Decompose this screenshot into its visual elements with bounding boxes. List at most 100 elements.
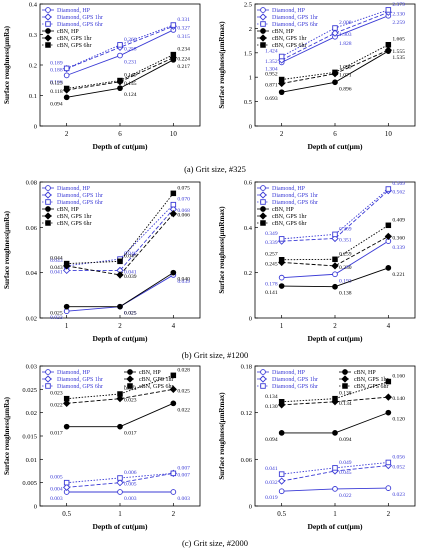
legend-label: cBN, GPS 1hr [272,36,307,42]
series-5: 0.134 0.138 0.160 [265,374,405,405]
data-label: 0.022 [50,402,63,408]
data-point [260,7,266,13]
data-point [332,25,338,31]
data-point [45,28,51,34]
y-tick-label: 0 [249,316,252,323]
data-label: 0.025 [50,311,63,317]
legend-label: cBN, GPS 1hr [57,36,92,42]
series-5: 0.044 0.045 0.075 [50,185,190,267]
y-tick-label: 0 [34,124,37,131]
x-tick-label: 0.5 [62,510,71,518]
data-label: 0.189 [50,60,63,66]
data-label: 0.022 [177,407,190,413]
data-point [63,266,71,275]
x-tick-label: 10 [385,130,393,138]
data-label: 0.046 [124,251,137,257]
data-label: 0.004 [50,486,63,492]
legend-label: Diamond, GPS 1hr [272,193,318,199]
legend-label: Diamond, HP [57,8,91,14]
data-label: 0.140 [392,396,405,402]
legend-label: cBN, HP [57,207,79,213]
data-point [170,22,177,28]
data-label: 1.555 [392,49,405,55]
data-point [278,283,285,289]
y-tick-label: 0.02 [26,316,37,323]
legend-label: cBN, GPS 6hr [272,221,307,227]
series-0: 0.003 0.003 0.003 [50,489,190,502]
data-point [117,42,123,48]
data-point [259,34,267,42]
data-point [44,375,52,383]
legend-label: Diamond, GPS 6hr [272,200,318,206]
data-point [384,393,392,401]
legend-label: Diamond, HP [272,370,306,376]
data-point [385,459,392,466]
chart-rmax-grit-2000: 0 0.06 0.12 0.18 0.5 1 2 Depth of cut(μm) Surfac… [218,364,416,531]
legend-label: Diamond, GPS 6hr [272,384,318,390]
data-point [170,489,177,495]
data-point [45,21,51,27]
data-point [117,77,123,84]
legend-label: cBN, GPS 1hr [57,214,92,220]
data-point [45,185,51,191]
data-label: 1.535 [392,55,405,61]
caption-prefix: (a) Grit size, [184,164,229,174]
data-point [332,69,338,76]
data-point [260,21,266,27]
y-tick-label: 0.1 [29,93,37,100]
x-tick-label: 1 [333,510,337,518]
legend-label: Diamond, GPS 1hr [57,377,103,383]
data-label: 1.424 [265,49,278,55]
data-label: 0.043 [50,258,63,264]
legend-label: cBN, HP [139,370,161,376]
data-label: 0.339 [392,245,405,251]
series-3: 0.017 0.017 0.022 [50,400,190,437]
data-label: 2.008 [339,20,352,26]
series-line [281,188,389,240]
data-point [63,479,70,486]
caption-grit-value: #1200 [227,350,249,360]
data-point [170,51,177,58]
legend-label: cBN, HP [272,207,294,213]
data-label: 0.094 [50,101,63,107]
data-point [260,42,266,48]
legend-label: Diamond, HP [57,186,91,192]
data-point [385,485,392,491]
data-point [260,199,266,205]
data-label: 0.041 [50,269,63,275]
data-point [169,210,177,218]
data-point [63,399,71,407]
data-label: 0.017 [124,431,137,437]
data-label: 0.134 [339,401,352,407]
data-label: 0.022 [339,493,352,499]
series-5: 0.257 0.259 0.409 [265,217,405,263]
data-point [63,85,70,92]
legend-label: cBN, GPS 6hr [354,384,389,390]
data-label: 0.331 [177,17,190,23]
legend-label: cBN, GPS 1hr [139,377,174,383]
caption-prefix: (c) Grit size, [181,538,227,548]
data-point [44,191,52,199]
data-label: 0.017 [50,431,63,437]
legend-label: cBN, GPS 6hr [57,221,92,227]
y-tick-label: 0 [34,504,37,511]
x-tick-label: 1 [280,322,284,330]
data-label: 0.044 [50,256,63,262]
legend-label: Diamond, HP [57,370,91,376]
data-label: 0.094 [339,437,352,443]
x-tick-label: 0.5 [277,510,286,518]
chart-ra-grit-325: 0 0.1 0.2 0.3 0.4 2 6 10 Depth of cut(μm) Surface… [3,2,201,151]
data-label: 1.071 [339,73,352,79]
legend-label: Diamond, HP [272,8,306,14]
data-point [117,423,123,430]
data-point [170,269,177,276]
legend-label: Diamond, GPS 1hr [57,193,103,199]
data-point [63,65,70,72]
data-label: 0.138 [339,391,352,397]
data-point [117,303,123,310]
data-point [342,383,348,389]
data-point [332,395,338,402]
